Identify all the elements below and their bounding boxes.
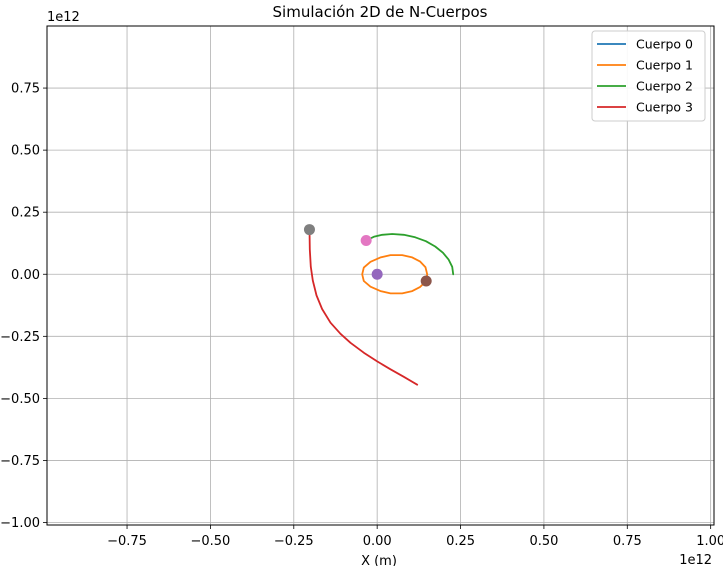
legend-entries: Cuerpo 0 Cuerpo 1 Cuerpo 2 Cuerpo 3 bbox=[597, 37, 693, 115]
y-offset-label: 1e12 bbox=[47, 10, 80, 25]
body-marker-cuerpo-0 bbox=[371, 268, 383, 280]
plot-frame bbox=[46, 25, 715, 526]
y-tick-label: 0.75 bbox=[11, 82, 40, 97]
y-tick-label: −0.25 bbox=[0, 330, 40, 345]
x-axis-label: X (m) bbox=[361, 554, 397, 566]
x-offset-label: 1e12 bbox=[679, 553, 712, 566]
chart-title: Simulación 2D de N-Cuerpos bbox=[273, 3, 488, 21]
grid-layer bbox=[47, 26, 714, 525]
x-tick-label: −0.25 bbox=[274, 534, 314, 549]
y-tick-label: −1.00 bbox=[0, 516, 40, 531]
x-tick-label: −0.50 bbox=[190, 534, 230, 549]
marker-layer bbox=[303, 224, 432, 287]
x-tick-label: 0.75 bbox=[613, 534, 642, 549]
series-layer bbox=[308, 228, 455, 386]
tick-layer: −0.75 −0.50 −0.25 0.00 0.25 0.50 0.75 1.00 −1.00… bbox=[0, 82, 723, 549]
body-marker-cuerpo-3 bbox=[303, 224, 315, 236]
body-marker-cuerpo-1 bbox=[420, 275, 432, 287]
legend-label-cuerpo-1: Cuerpo 1 bbox=[636, 58, 693, 73]
x-tick-label: 0.25 bbox=[446, 534, 475, 549]
series-line-cuerpo-2 bbox=[366, 233, 455, 276]
y-tick-label: −0.50 bbox=[0, 392, 40, 407]
x-tick-label: −0.75 bbox=[107, 534, 147, 549]
series-line-cuerpo-1 bbox=[361, 254, 429, 295]
legend-label-cuerpo-0: Cuerpo 0 bbox=[636, 37, 693, 52]
y-tick-label: 0.50 bbox=[11, 144, 40, 159]
x-tick-label: 1.00 bbox=[696, 534, 723, 549]
legend: Cuerpo 0 Cuerpo 1 Cuerpo 2 Cuerpo 3 bbox=[591, 30, 706, 122]
x-tick-label: 0.50 bbox=[529, 534, 558, 549]
legend-label-cuerpo-3: Cuerpo 3 bbox=[636, 100, 693, 115]
x-tick-label: 0.00 bbox=[363, 534, 392, 549]
body-marker-cuerpo-2 bbox=[360, 234, 372, 246]
legend-box bbox=[591, 30, 706, 122]
y-tick-label: 0.00 bbox=[11, 268, 40, 283]
y-tick-label: −0.75 bbox=[0, 454, 40, 469]
legend-label-cuerpo-2: Cuerpo 2 bbox=[636, 79, 693, 94]
y-tick-label: 0.25 bbox=[11, 206, 40, 221]
series-line-cuerpo-3 bbox=[308, 228, 419, 386]
